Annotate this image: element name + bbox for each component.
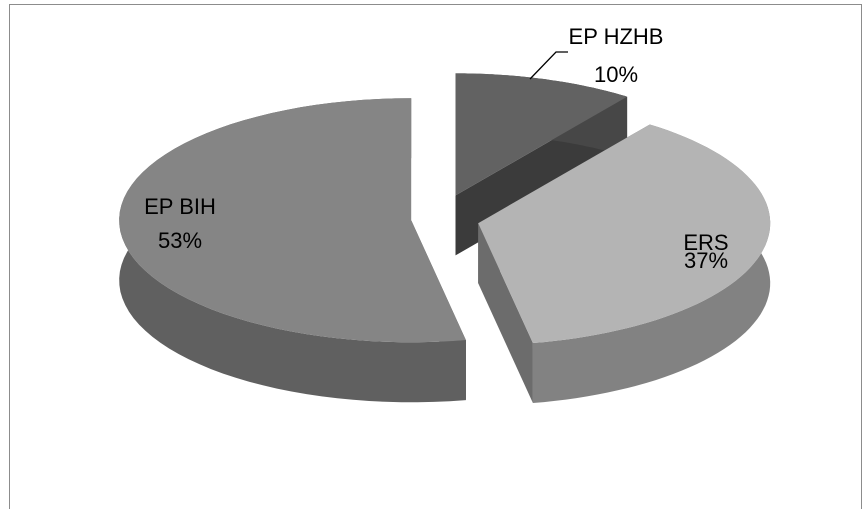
data-label-value: 53% [158,228,202,253]
slice [119,98,466,343]
slice [478,124,771,343]
data-label-value: 10% [594,62,638,87]
data-label-value: 37% [684,248,728,273]
slice [455,73,628,196]
data-label-name: ERS [683,230,728,255]
data-label-name: EP HZHB [569,24,664,49]
data-label-name: EP BIH [144,194,216,219]
leader-line [529,51,568,80]
slice-side [478,223,533,403]
